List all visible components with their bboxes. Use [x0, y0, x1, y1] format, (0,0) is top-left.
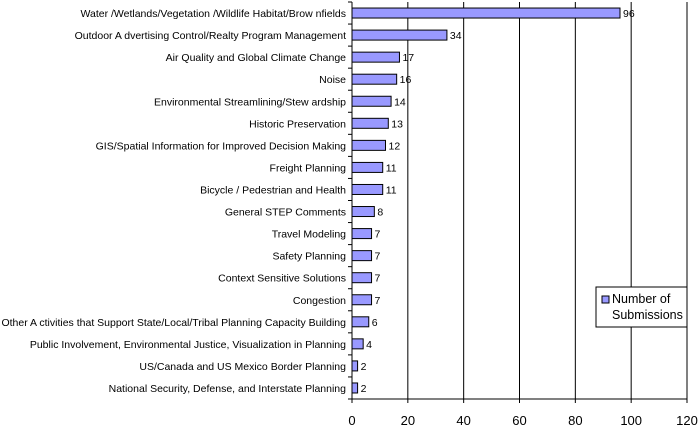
x-tick-label: 20	[401, 413, 415, 428]
x-tick-label: 120	[676, 413, 698, 428]
value-label: 12	[389, 140, 401, 152]
value-label: 14	[394, 96, 406, 108]
bar	[351, 7, 621, 19]
bar	[351, 117, 389, 129]
bar	[351, 29, 448, 41]
value-label: 2	[361, 361, 367, 373]
x-tick-label: 40	[456, 413, 470, 428]
category-label: Noise	[319, 74, 346, 86]
bar	[351, 360, 359, 372]
bar	[351, 228, 373, 240]
value-label: 7	[375, 251, 381, 263]
category-label: National Security, Defense, and Intersta…	[109, 383, 347, 395]
x-tick-label: 0	[348, 413, 355, 428]
value-label: 11	[386, 162, 397, 174]
category-label: Environmental Streamlining/Stew ardship	[154, 96, 346, 108]
bar	[351, 51, 400, 63]
category-label: GIS/Spatial Information for Improved Dec…	[96, 140, 347, 152]
bar	[351, 161, 384, 173]
value-label: 17	[402, 52, 414, 64]
bar	[351, 73, 398, 85]
x-tick-label: 60	[512, 413, 526, 428]
bar	[351, 95, 392, 107]
category-label: Context Sensitive Solutions	[218, 273, 346, 285]
gridlines	[407, 2, 688, 399]
value-label: 7	[375, 295, 381, 307]
category-label: Travel Modeling	[272, 229, 346, 241]
value-label: 2	[361, 383, 367, 395]
bar	[351, 206, 375, 218]
value-label: 7	[375, 273, 381, 285]
category-label: Outdoor A dvertising Control/Realty Prog…	[75, 30, 346, 42]
x-tick-label: 80	[568, 413, 582, 428]
bar	[351, 250, 373, 262]
bar	[351, 316, 370, 328]
legend-label-line1: Number of	[612, 292, 671, 306]
legend-box	[595, 286, 688, 328]
legend-label-line2: Submissions	[612, 308, 683, 322]
category-label: Bicycle / Pedestrian and Health	[200, 184, 346, 196]
value-label: 4	[366, 339, 372, 351]
bar	[351, 294, 373, 306]
value-label: 6	[372, 317, 378, 329]
value-label: 13	[391, 118, 403, 130]
bar	[351, 272, 373, 284]
value-label: 8	[377, 207, 383, 219]
value-label: 96	[623, 8, 635, 20]
axes: 0 20 40 60 80 100 120 Water /Wetlands/Vegetatio…	[1, 1, 698, 428]
category-label: Other A ctivities that Support State/Loc…	[1, 317, 346, 329]
category-label: US/Canada and US Mexico Border Planning	[139, 361, 346, 373]
category-label: General STEP Comments	[225, 207, 346, 219]
legend-swatch	[601, 295, 610, 304]
category-label: Air Quality and Global Climate Change	[166, 52, 347, 64]
category-label: Freight Planning	[270, 162, 347, 174]
bar	[351, 382, 359, 394]
value-label: 34	[450, 30, 462, 42]
legend: Number of Submissions	[595, 286, 688, 328]
value-label: 7	[375, 229, 381, 241]
bar	[351, 338, 364, 350]
category-label: Congestion	[293, 295, 346, 307]
category-label: Public Involvement, Environmental Justic…	[30, 339, 346, 351]
bar	[351, 183, 384, 195]
x-tick-label: 100	[620, 413, 642, 428]
category-label: Safety Planning	[272, 251, 346, 263]
category-label: Water /Wetlands/Vegetation /Wildlife Hab…	[80, 8, 346, 20]
bar	[351, 139, 386, 151]
value-label: 11	[386, 184, 397, 196]
value-label: 16	[400, 74, 412, 86]
category-label: Historic Preservation	[249, 118, 346, 130]
